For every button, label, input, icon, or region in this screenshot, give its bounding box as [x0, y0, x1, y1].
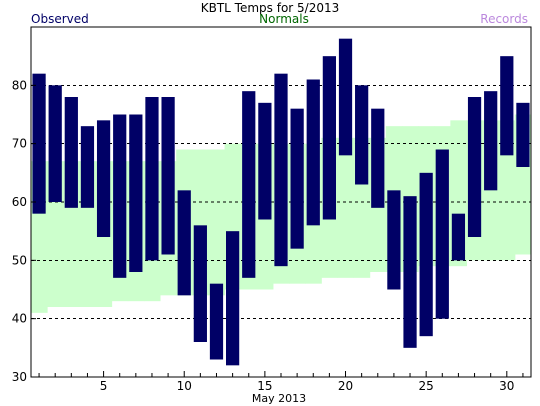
observed-bar-day-21: [355, 85, 369, 185]
legend-normals: Normals: [259, 12, 309, 26]
axes: 30 40 50 60 70 80 5 10 15 20 25 30: [12, 26, 532, 393]
observed-bar-day-23: [387, 190, 401, 290]
observed-bar-day-12: [209, 283, 224, 360]
normal-range-day-12: [208, 149, 226, 296]
normal-range-day-30: [498, 120, 516, 261]
observed-bar-day-9: [161, 97, 175, 255]
observed-bar-day-17: [290, 108, 304, 249]
x-tick-label-10: 10: [177, 379, 192, 393]
observed-bar-day-24: [403, 196, 417, 348]
observed-bar-day-19: [322, 56, 336, 220]
observed-bar-day-29: [484, 91, 498, 191]
observed-bar-day-30: [500, 56, 514, 156]
observed-bar-day-5: [96, 120, 111, 237]
x-tick-label-20: 20: [338, 379, 353, 393]
y-tick-label-30: 30: [12, 370, 27, 384]
x-tick-label-15: 15: [257, 379, 272, 393]
y-tick-label-40: 40: [12, 312, 27, 326]
observed-bar-day-16: [274, 73, 288, 267]
observed-bar-day-13: [226, 231, 240, 366]
observed-bar-day-26: [435, 149, 449, 319]
y-tick-label-60: 60: [12, 195, 27, 209]
x-tick-label-5: 5: [100, 379, 108, 393]
observed-bar-day-31: [516, 102, 530, 167]
observed-bar-day-11: [193, 225, 207, 342]
observed-bars: [32, 38, 530, 366]
observed-bar-day-2: [48, 85, 62, 202]
observed-bar-day-3: [64, 97, 78, 208]
observed-bar-day-15: [258, 102, 272, 220]
chart-title: KBTL Temps for 5/2013: [201, 1, 340, 15]
normal-range-day-20: [337, 137, 355, 278]
observed-bar-day-22: [371, 108, 385, 208]
observed-bar-day-7: [129, 114, 143, 272]
observed-bar-day-25: [419, 172, 433, 337]
legend-observed: Observed: [31, 12, 89, 26]
y-tick-label-80: 80: [12, 78, 27, 92]
observed-bar-day-4: [80, 126, 95, 208]
x-axis-label: May 2013: [252, 392, 306, 405]
observed-bar-day-6: [113, 114, 127, 278]
observed-bar-day-18: [306, 79, 320, 226]
observed-bar-day-1: [32, 73, 46, 214]
observed-bar-day-27: [451, 213, 466, 261]
x-tick-label-30: 30: [499, 379, 514, 393]
observed-bar-day-20: [338, 38, 353, 156]
observed-bar-day-14: [242, 91, 256, 278]
y-tick-label-70: 70: [12, 137, 27, 151]
observed-bar-day-8: [145, 97, 159, 261]
observed-bar-day-10: [177, 190, 191, 296]
y-tick-label-50: 50: [12, 253, 27, 267]
x-tick-label-25: 25: [419, 379, 434, 393]
observed-bar-day-28: [467, 97, 482, 237]
legend-records: Records: [480, 12, 528, 26]
